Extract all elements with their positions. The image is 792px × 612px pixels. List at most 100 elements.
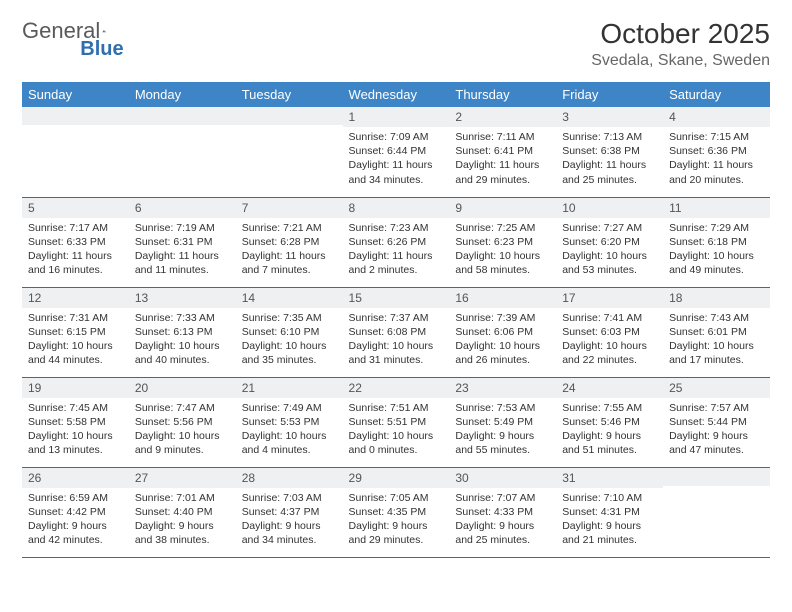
- day-number: 23: [449, 378, 556, 398]
- day-number: 28: [236, 468, 343, 488]
- calendar-day: 15Sunrise: 7:37 AMSunset: 6:08 PMDayligh…: [343, 287, 450, 377]
- day-header: Friday: [556, 82, 663, 107]
- calendar-day: 10Sunrise: 7:27 AMSunset: 6:20 PMDayligh…: [556, 197, 663, 287]
- calendar-day: 7Sunrise: 7:21 AMSunset: 6:28 PMDaylight…: [236, 197, 343, 287]
- day-details: Sunrise: 6:59 AMSunset: 4:42 PMDaylight:…: [22, 488, 129, 554]
- day-details: Sunrise: 7:39 AMSunset: 6:06 PMDaylight:…: [449, 308, 556, 374]
- day-details: Sunrise: 7:29 AMSunset: 6:18 PMDaylight:…: [663, 218, 770, 284]
- page-header: General Blue October 2025 Svedala, Skane…: [22, 18, 770, 70]
- calendar-day: 6Sunrise: 7:19 AMSunset: 6:31 PMDaylight…: [129, 197, 236, 287]
- title-block: October 2025 Svedala, Skane, Sweden: [591, 18, 770, 70]
- day-number: 4: [663, 107, 770, 127]
- calendar-day: 25Sunrise: 7:57 AMSunset: 5:44 PMDayligh…: [663, 377, 770, 467]
- day-number: 12: [22, 288, 129, 308]
- day-number: 31: [556, 468, 663, 488]
- calendar-week: 19Sunrise: 7:45 AMSunset: 5:58 PMDayligh…: [22, 377, 770, 467]
- day-number: 7: [236, 198, 343, 218]
- brand-text-2: Blue: [80, 38, 123, 61]
- calendar-day: 22Sunrise: 7:51 AMSunset: 5:51 PMDayligh…: [343, 377, 450, 467]
- day-details: Sunrise: 7:51 AMSunset: 5:51 PMDaylight:…: [343, 398, 450, 464]
- day-number: 8: [343, 198, 450, 218]
- day-details: Sunrise: 7:19 AMSunset: 6:31 PMDaylight:…: [129, 218, 236, 284]
- calendar-head: SundayMondayTuesdayWednesdayThursdayFrid…: [22, 82, 770, 107]
- calendar-day: 1Sunrise: 7:09 AMSunset: 6:44 PMDaylight…: [343, 107, 450, 197]
- calendar-day: 5Sunrise: 7:17 AMSunset: 6:33 PMDaylight…: [22, 197, 129, 287]
- day-details: Sunrise: 7:15 AMSunset: 6:36 PMDaylight:…: [663, 127, 770, 193]
- calendar-day: 2Sunrise: 7:11 AMSunset: 6:41 PMDaylight…: [449, 107, 556, 197]
- day-header: Tuesday: [236, 82, 343, 107]
- calendar-day: 27Sunrise: 7:01 AMSunset: 4:40 PMDayligh…: [129, 467, 236, 557]
- calendar-day: 3Sunrise: 7:13 AMSunset: 6:38 PMDaylight…: [556, 107, 663, 197]
- day-number: 15: [343, 288, 450, 308]
- calendar-week: 5Sunrise: 7:17 AMSunset: 6:33 PMDaylight…: [22, 197, 770, 287]
- day-details: Sunrise: 7:31 AMSunset: 6:15 PMDaylight:…: [22, 308, 129, 374]
- day-details: Sunrise: 7:27 AMSunset: 6:20 PMDaylight:…: [556, 218, 663, 284]
- day-details: Sunrise: 7:47 AMSunset: 5:56 PMDaylight:…: [129, 398, 236, 464]
- day-number: 6: [129, 198, 236, 218]
- brand-logo: General Blue: [22, 18, 178, 44]
- calendar-week: 1Sunrise: 7:09 AMSunset: 6:44 PMDaylight…: [22, 107, 770, 197]
- day-number: 21: [236, 378, 343, 398]
- day-details: Sunrise: 7:43 AMSunset: 6:01 PMDaylight:…: [663, 308, 770, 374]
- day-number: 3: [556, 107, 663, 127]
- calendar-day: 8Sunrise: 7:23 AMSunset: 6:26 PMDaylight…: [343, 197, 450, 287]
- day-details: Sunrise: 7:11 AMSunset: 6:41 PMDaylight:…: [449, 127, 556, 193]
- day-number: 14: [236, 288, 343, 308]
- calendar-day: 9Sunrise: 7:25 AMSunset: 6:23 PMDaylight…: [449, 197, 556, 287]
- calendar-day: 16Sunrise: 7:39 AMSunset: 6:06 PMDayligh…: [449, 287, 556, 377]
- day-number: 30: [449, 468, 556, 488]
- day-details: Sunrise: 7:55 AMSunset: 5:46 PMDaylight:…: [556, 398, 663, 464]
- calendar-day: 21Sunrise: 7:49 AMSunset: 5:53 PMDayligh…: [236, 377, 343, 467]
- calendar-day: 30Sunrise: 7:07 AMSunset: 4:33 PMDayligh…: [449, 467, 556, 557]
- calendar-day: 12Sunrise: 7:31 AMSunset: 6:15 PMDayligh…: [22, 287, 129, 377]
- day-number: 26: [22, 468, 129, 488]
- day-header: Wednesday: [343, 82, 450, 107]
- day-number: 27: [129, 468, 236, 488]
- day-details: Sunrise: 7:03 AMSunset: 4:37 PMDaylight:…: [236, 488, 343, 554]
- day-number: 9: [449, 198, 556, 218]
- day-number: 11: [663, 198, 770, 218]
- calendar-day: 17Sunrise: 7:41 AMSunset: 6:03 PMDayligh…: [556, 287, 663, 377]
- day-number: 29: [343, 468, 450, 488]
- calendar-day: [22, 107, 129, 197]
- calendar-week: 26Sunrise: 6:59 AMSunset: 4:42 PMDayligh…: [22, 467, 770, 557]
- calendar-table: SundayMondayTuesdayWednesdayThursdayFrid…: [22, 82, 770, 558]
- calendar-day: 31Sunrise: 7:10 AMSunset: 4:31 PMDayligh…: [556, 467, 663, 557]
- calendar-day: 23Sunrise: 7:53 AMSunset: 5:49 PMDayligh…: [449, 377, 556, 467]
- calendar-day: [663, 467, 770, 557]
- day-details: Sunrise: 7:17 AMSunset: 6:33 PMDaylight:…: [22, 218, 129, 284]
- day-number: [129, 107, 236, 125]
- day-details: Sunrise: 7:23 AMSunset: 6:26 PMDaylight:…: [343, 218, 450, 284]
- calendar-day: 26Sunrise: 6:59 AMSunset: 4:42 PMDayligh…: [22, 467, 129, 557]
- day-number: [22, 107, 129, 125]
- day-number: [663, 468, 770, 486]
- calendar-day: 20Sunrise: 7:47 AMSunset: 5:56 PMDayligh…: [129, 377, 236, 467]
- location-subtitle: Svedala, Skane, Sweden: [591, 52, 770, 70]
- day-number: 10: [556, 198, 663, 218]
- calendar-day: [236, 107, 343, 197]
- day-number: 19: [22, 378, 129, 398]
- calendar-day: 4Sunrise: 7:15 AMSunset: 6:36 PMDaylight…: [663, 107, 770, 197]
- day-number: 16: [449, 288, 556, 308]
- day-number: 25: [663, 378, 770, 398]
- calendar-day: 28Sunrise: 7:03 AMSunset: 4:37 PMDayligh…: [236, 467, 343, 557]
- day-details: Sunrise: 7:41 AMSunset: 6:03 PMDaylight:…: [556, 308, 663, 374]
- calendar-day: 13Sunrise: 7:33 AMSunset: 6:13 PMDayligh…: [129, 287, 236, 377]
- day-number: 1: [343, 107, 450, 127]
- day-number: 5: [22, 198, 129, 218]
- day-details: Sunrise: 7:01 AMSunset: 4:40 PMDaylight:…: [129, 488, 236, 554]
- day-number: 18: [663, 288, 770, 308]
- day-number: 20: [129, 378, 236, 398]
- day-details: Sunrise: 7:49 AMSunset: 5:53 PMDaylight:…: [236, 398, 343, 464]
- day-details: Sunrise: 7:09 AMSunset: 6:44 PMDaylight:…: [343, 127, 450, 193]
- calendar-day: 24Sunrise: 7:55 AMSunset: 5:46 PMDayligh…: [556, 377, 663, 467]
- day-details: Sunrise: 7:07 AMSunset: 4:33 PMDaylight:…: [449, 488, 556, 554]
- calendar-week: 12Sunrise: 7:31 AMSunset: 6:15 PMDayligh…: [22, 287, 770, 377]
- day-details: Sunrise: 7:57 AMSunset: 5:44 PMDaylight:…: [663, 398, 770, 464]
- day-number: 22: [343, 378, 450, 398]
- day-details: Sunrise: 7:45 AMSunset: 5:58 PMDaylight:…: [22, 398, 129, 464]
- calendar-day: [129, 107, 236, 197]
- day-details: Sunrise: 7:53 AMSunset: 5:49 PMDaylight:…: [449, 398, 556, 464]
- month-title: October 2025: [591, 18, 770, 50]
- day-details: Sunrise: 7:13 AMSunset: 6:38 PMDaylight:…: [556, 127, 663, 193]
